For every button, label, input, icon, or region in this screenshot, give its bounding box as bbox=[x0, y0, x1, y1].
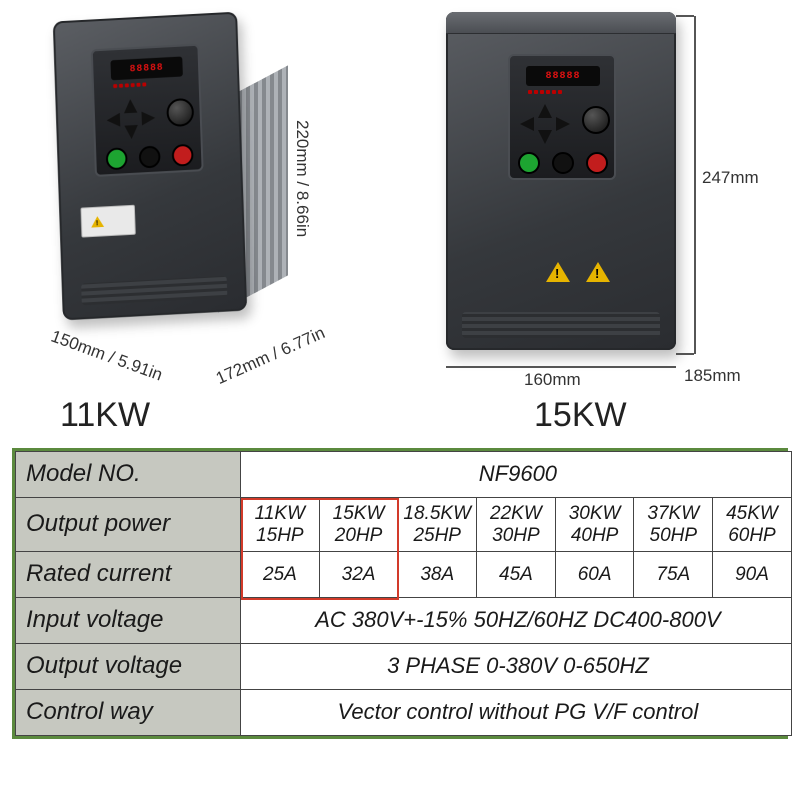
seven-seg-display: 88888 bbox=[110, 56, 182, 80]
row-output-voltage: Output voltage 3 PHASE 0-380V 0-650HZ bbox=[16, 644, 792, 690]
row-model: Model NO. NF9600 bbox=[16, 452, 792, 498]
vfd-unit-11kw: 88888 bbox=[53, 12, 247, 321]
led-indicators bbox=[528, 90, 562, 94]
product-right: 88888 bbox=[400, 0, 800, 440]
product-title-right: 15KW bbox=[534, 396, 627, 435]
run-button bbox=[518, 152, 540, 174]
power-cell: 37KW50HP bbox=[634, 498, 713, 552]
current-cell: 45A bbox=[477, 552, 556, 598]
top-lip bbox=[446, 12, 676, 34]
warning-icon bbox=[546, 262, 570, 282]
model-value: NF9600 bbox=[241, 452, 792, 498]
rotary-knob bbox=[582, 106, 610, 134]
stop-button bbox=[586, 152, 608, 174]
current-cell: 25A bbox=[241, 552, 320, 598]
stop-button bbox=[172, 144, 194, 167]
dim-height-line bbox=[694, 16, 696, 354]
vent-slots bbox=[81, 276, 227, 306]
dim-depth-label: 185mm bbox=[684, 366, 741, 386]
current-cell: 60A bbox=[555, 552, 634, 598]
power-label: Output power bbox=[16, 498, 241, 552]
dim-depth-label: 172mm / 6.77in bbox=[213, 323, 328, 389]
rotary-knob bbox=[166, 98, 194, 127]
left-arrow-icon bbox=[520, 117, 534, 131]
power-cell: 30KW40HP bbox=[555, 498, 634, 552]
power-cell: 45KW60HP bbox=[713, 498, 792, 552]
vin-value: AC 380V+-15% 50HZ/60HZ DC400-800V bbox=[241, 598, 792, 644]
mode-button bbox=[552, 152, 574, 174]
dim-width-label: 160mm bbox=[524, 370, 581, 390]
vfd-unit-15kw: 88888 bbox=[446, 12, 676, 350]
down-arrow-icon bbox=[538, 130, 552, 144]
page: 88888 bbox=[0, 0, 800, 800]
current-cell: 32A bbox=[319, 552, 398, 598]
current-label: Rated current bbox=[16, 552, 241, 598]
power-cell: 18.5KW25HP bbox=[398, 498, 477, 552]
warning-label bbox=[80, 205, 135, 238]
display-value: 88888 bbox=[130, 62, 164, 75]
led-indicators bbox=[113, 82, 146, 88]
row-control-way: Control way Vector control without PG V/… bbox=[16, 690, 792, 736]
seven-seg-display: 88888 bbox=[526, 66, 600, 86]
row-input-voltage: Input voltage AC 380V+-15% 50HZ/60HZ DC4… bbox=[16, 598, 792, 644]
product-images-area: 88888 bbox=[0, 0, 800, 440]
down-arrow-icon bbox=[124, 125, 138, 140]
power-cell: 15KW20HP bbox=[319, 498, 398, 552]
control-panel: 88888 bbox=[508, 54, 616, 180]
dim-line bbox=[676, 353, 694, 355]
product-title-left: 11KW bbox=[60, 396, 150, 435]
display-value: 88888 bbox=[545, 71, 580, 82]
current-cell: 75A bbox=[634, 552, 713, 598]
left-arrow-icon bbox=[106, 113, 120, 128]
up-arrow-icon bbox=[538, 104, 552, 118]
current-cell: 90A bbox=[713, 552, 792, 598]
mode-button bbox=[139, 146, 161, 169]
right-arrow-icon bbox=[556, 117, 570, 131]
vout-label: Output voltage bbox=[16, 644, 241, 690]
dim-height-label: 220mm / 8.66in bbox=[292, 120, 312, 237]
ctrl-value: Vector control without PG V/F control bbox=[241, 690, 792, 736]
dim-width-label: 150mm / 5.91in bbox=[48, 327, 165, 386]
power-cell: 22KW30HP bbox=[477, 498, 556, 552]
current-cell: 38A bbox=[398, 552, 477, 598]
vin-label: Input voltage bbox=[16, 598, 241, 644]
product-left: 88888 bbox=[0, 0, 400, 440]
row-output-power: Output power 11KW15HP 15KW20HP 18.5KW25H… bbox=[16, 498, 792, 552]
vout-value: 3 PHASE 0-380V 0-650HZ bbox=[241, 644, 792, 690]
dim-height-label: 247mm bbox=[702, 168, 759, 188]
model-label: Model NO. bbox=[16, 452, 241, 498]
control-panel: 88888 bbox=[91, 44, 204, 177]
warning-icon bbox=[586, 262, 610, 282]
dim-width-line bbox=[446, 366, 676, 368]
right-arrow-icon bbox=[141, 111, 155, 126]
dim-line bbox=[676, 15, 694, 17]
row-rated-current: Rated current 25A 32A 38A 45A 60A 75A 90… bbox=[16, 552, 792, 598]
up-arrow-icon bbox=[123, 99, 137, 114]
power-cell: 11KW15HP bbox=[241, 498, 320, 552]
vent-slots bbox=[462, 312, 660, 338]
ctrl-label: Control way bbox=[16, 690, 241, 736]
warning-icon bbox=[91, 216, 104, 228]
spec-table: Model NO. NF9600 Output power 11KW15HP 1… bbox=[12, 448, 788, 739]
run-button bbox=[106, 147, 128, 170]
